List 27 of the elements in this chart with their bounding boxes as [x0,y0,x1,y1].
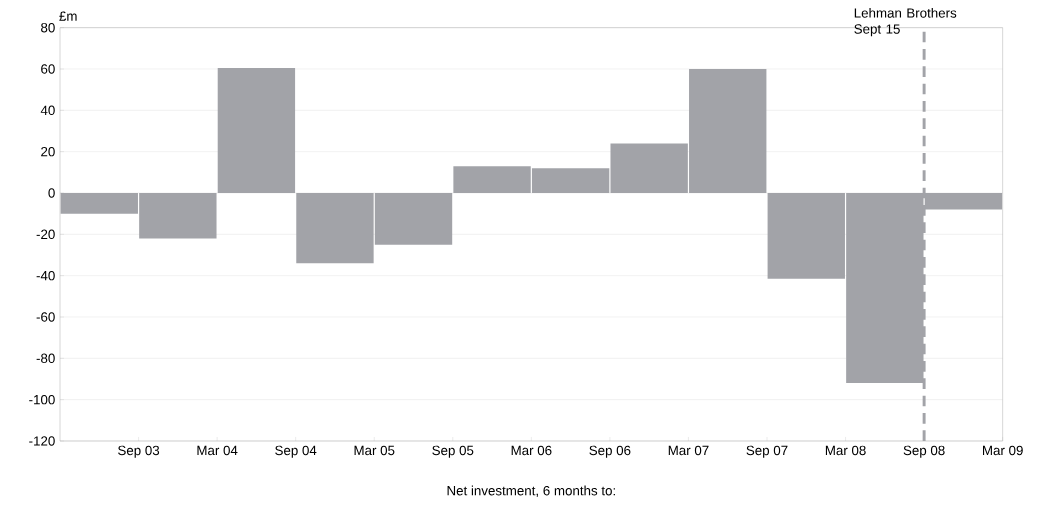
x-tick-label: Mar 05 [354,445,395,456]
x-tick-label: Mar 09 [983,445,1023,456]
x-tick-label: Sep 06 [589,445,631,458]
x-tick-label: Sep 07 [746,445,788,458]
x-tick-label: Mar 04 [197,445,238,456]
y-axis-title: £m [59,11,77,21]
x-tick-label: Mar 07 [668,445,709,456]
y-tick-label: -60 [36,312,55,322]
x-tick-label: Mar 06 [511,445,552,456]
x-axis-title: Net investment, 6 months to: [447,485,615,497]
y-tick-label: 40 [40,105,55,116]
y-tick-label: 60 [41,64,55,74]
bar [217,67,296,193]
y-tick-label: -80 [36,353,55,364]
y-tick-label: 20 [41,146,55,157]
x-tick-label: Sep 08 [903,445,945,458]
y-tick-label: 0 [48,188,55,198]
y-tick-label: -120 [29,436,55,446]
y-tick-label: -100 [29,394,55,405]
x-tick-label: Sep 04 [275,445,317,458]
y-tick-label: 80 [41,22,55,33]
ref-line-label: Lehman Brothers Sept 15 [854,7,957,37]
x-tick-label: Sep 03 [118,445,160,458]
y-tick-label: -40 [36,270,55,281]
x-tick-label: Mar 08 [825,445,866,456]
y-tick-label: -20 [36,229,55,240]
x-tick-label: Sep 05 [432,445,474,458]
